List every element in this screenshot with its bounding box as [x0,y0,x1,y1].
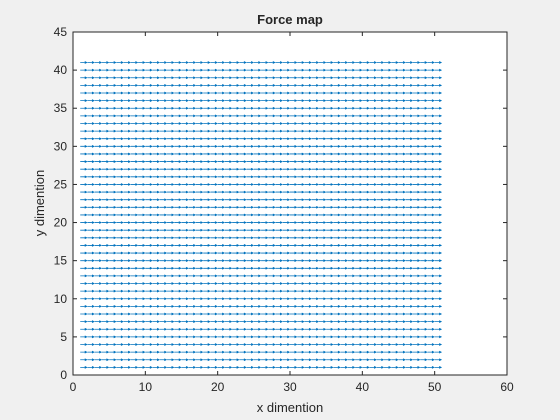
x-tick-label: 0 [70,380,77,394]
x-tick-label: 30 [283,380,297,394]
y-tick-label: 5 [60,330,67,344]
y-tick-label: 30 [54,139,68,153]
x-tick-label: 50 [428,380,442,394]
y-tick-label: 40 [54,63,68,77]
x-axis-label: x dimention [257,400,323,415]
y-tick-label: 45 [54,25,68,39]
y-tick-label: 25 [54,177,68,191]
y-tick-label: 20 [54,216,68,230]
plot-area [73,32,507,375]
y-tick-label: 10 [54,292,68,306]
x-tick-label: 20 [211,380,225,394]
chart-title: Force map [257,12,323,27]
y-tick-label: 35 [54,101,68,115]
x-tick-label: 40 [356,380,370,394]
y-tick-label: 0 [60,368,67,382]
y-tick-label: 15 [54,254,68,268]
y-axis-label: y dimention [32,170,47,236]
x-tick-label: 10 [139,380,153,394]
x-tick-label: 60 [500,380,514,394]
